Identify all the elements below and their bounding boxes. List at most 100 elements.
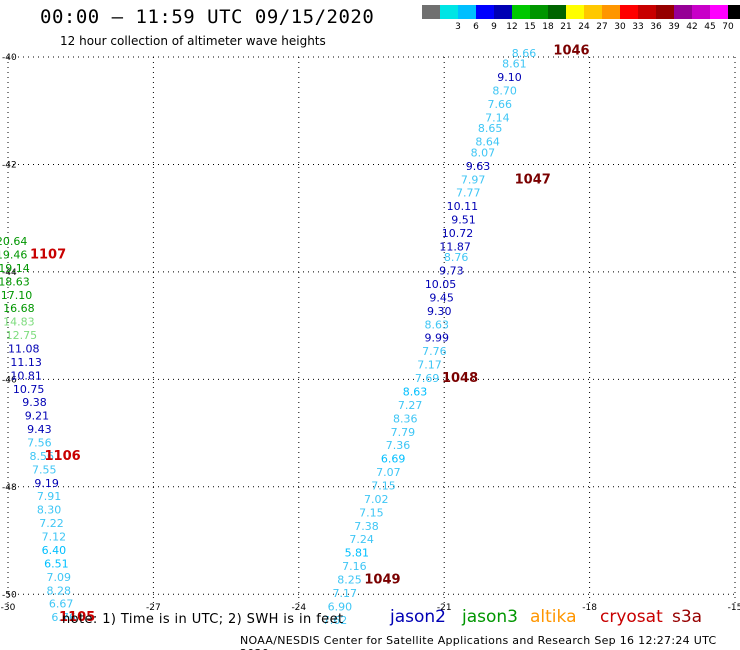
wave-height-value: 6.51 <box>44 557 69 570</box>
pass-time-label: 1107 <box>30 247 66 262</box>
wave-height-value: 8.64 <box>475 136 500 149</box>
wave-height-value: 9.19 <box>34 477 59 490</box>
wave-height-value: 16.68 <box>3 302 35 315</box>
footer-note: note: 1) Time is in UTC; 2) SWH is in fe… <box>62 612 344 627</box>
wave-height-value: 7.15 <box>359 506 384 519</box>
wave-height-value: 7.77 <box>456 187 481 200</box>
sat-label-cryosat: cryosat <box>600 607 663 627</box>
legend-swatch <box>638 5 656 19</box>
wave-height-value: 9.21 <box>25 410 50 423</box>
x-tick-label: -30 <box>1 603 16 613</box>
wave-height-value: 6.69 <box>381 453 406 466</box>
wave-height-value: 8.65 <box>478 122 503 135</box>
y-tick-label: -40 <box>2 53 17 63</box>
legend-swatch <box>440 5 458 19</box>
map-title: 00:00 — 11:59 UTC 09/15/2020 <box>40 6 375 28</box>
legend-swatch <box>566 5 584 19</box>
wave-height-value: 7.66 <box>488 98 513 111</box>
legend-label: 9 <box>491 22 497 32</box>
wave-height-value: 9.43 <box>27 423 52 436</box>
wave-height-value: 7.17 <box>332 587 357 600</box>
wave-height-value: 12.75 <box>6 329 38 342</box>
wave-height-value: 7.27 <box>398 399 423 412</box>
wave-height-value: 9.45 <box>429 291 454 304</box>
wave-height-value: 19.46 <box>0 248 27 261</box>
y-tick-label: -46 <box>2 375 17 385</box>
wave-height-value: 7.91 <box>37 490 62 503</box>
wave-height-value: 8.66 <box>512 47 537 60</box>
wave-height-value: 8.63 <box>425 318 450 331</box>
legend-swatch <box>620 5 638 19</box>
legend-label: 27 <box>596 22 608 32</box>
legend-label: 6 <box>473 22 479 32</box>
legend-swatch <box>458 5 476 19</box>
legend-label: 21 <box>560 22 572 32</box>
wave-height-value: 9.10 <box>497 71 522 84</box>
x-tick-label: -18 <box>582 603 597 613</box>
legend-swatch <box>548 5 566 19</box>
legend-swatch <box>476 5 494 19</box>
legend-swatch <box>710 5 728 19</box>
legend-label: 30 <box>614 22 626 32</box>
wave-height-value: 7.02 <box>364 493 389 506</box>
wave-height-value: 7.79 <box>391 426 416 439</box>
legend-label: 42 <box>686 22 698 32</box>
wave-height-value: 7.76 <box>422 345 447 358</box>
wave-height-value: 9.99 <box>425 332 450 345</box>
wave-height-value: 7.14 <box>485 111 510 124</box>
sat-label-jason3: jason3 <box>462 607 518 627</box>
wave-height-value: 7.07 <box>376 466 401 479</box>
pass-time-label: 1106 <box>45 449 81 464</box>
x-tick-label: -24 <box>291 603 306 613</box>
wave-height-value: 7.17 <box>417 359 442 372</box>
legend-swatch <box>584 5 602 19</box>
legend-swatch <box>422 5 440 19</box>
wave-height-value: 10.72 <box>442 227 474 240</box>
wave-height-value: 11.13 <box>10 356 42 369</box>
legend-swatch <box>494 5 512 19</box>
x-tick-label: -27 <box>146 603 161 613</box>
wave-height-value: 6.67 <box>49 598 74 611</box>
wave-height-value: 6.90 <box>328 600 353 613</box>
wave-height-value: 18.63 <box>0 275 30 288</box>
wave-height-value: 7.55 <box>32 463 57 476</box>
sat-label-jason2: jason2 <box>390 607 446 627</box>
legend-swatch <box>530 5 548 19</box>
legend-swatch <box>674 5 692 19</box>
wave-height-value: 7.62 <box>323 614 348 627</box>
sat-label-s3a: s3a <box>672 607 703 627</box>
legend-label: 36 <box>650 22 662 32</box>
wave-height-value: 8.56 <box>30 450 55 463</box>
wave-height-value: 7.56 <box>27 437 52 450</box>
wave-height-value: 8.36 <box>393 412 418 425</box>
legend-label: 18 <box>542 22 554 32</box>
legend-label: 3 <box>455 22 461 32</box>
wave-height-value: 10.11 <box>447 200 479 213</box>
wave-height-value: 7.97 <box>461 173 486 186</box>
wave-height-value: 8.63 <box>403 385 428 398</box>
wave-height-value: 10.81 <box>10 369 42 382</box>
legend-swatch <box>728 5 740 19</box>
wave-height-value: 6.76 <box>51 611 76 624</box>
y-tick-label: -48 <box>2 483 17 493</box>
sat-label-altika: altika <box>530 607 577 627</box>
wave-height-value: 7.15 <box>371 479 396 492</box>
wave-height-value: 5.81 <box>345 547 370 560</box>
wave-height-value: 8.61 <box>502 58 527 71</box>
legend-label: 15 <box>524 22 536 32</box>
wave-height-value: 10.05 <box>425 278 457 291</box>
wave-height-value: 7.38 <box>354 520 379 533</box>
wave-height-value: 7.16 <box>342 560 367 573</box>
map-subtitle: 12 hour collection of altimeter wave hei… <box>60 34 326 48</box>
wave-height-value: 9.73 <box>439 265 464 278</box>
legend-label: 24 <box>578 22 590 32</box>
pass-time-label: 1049 <box>364 573 400 588</box>
legend-swatch <box>656 5 674 19</box>
wave-height-value: 8.70 <box>492 85 517 98</box>
wave-height-value: 20.64 <box>0 235 27 248</box>
pass-time-label: 1105 <box>59 610 95 625</box>
y-tick-label: -44 <box>2 268 17 278</box>
legend-label: 45 <box>704 22 716 32</box>
wave-height-value: 6.40 <box>42 544 67 557</box>
